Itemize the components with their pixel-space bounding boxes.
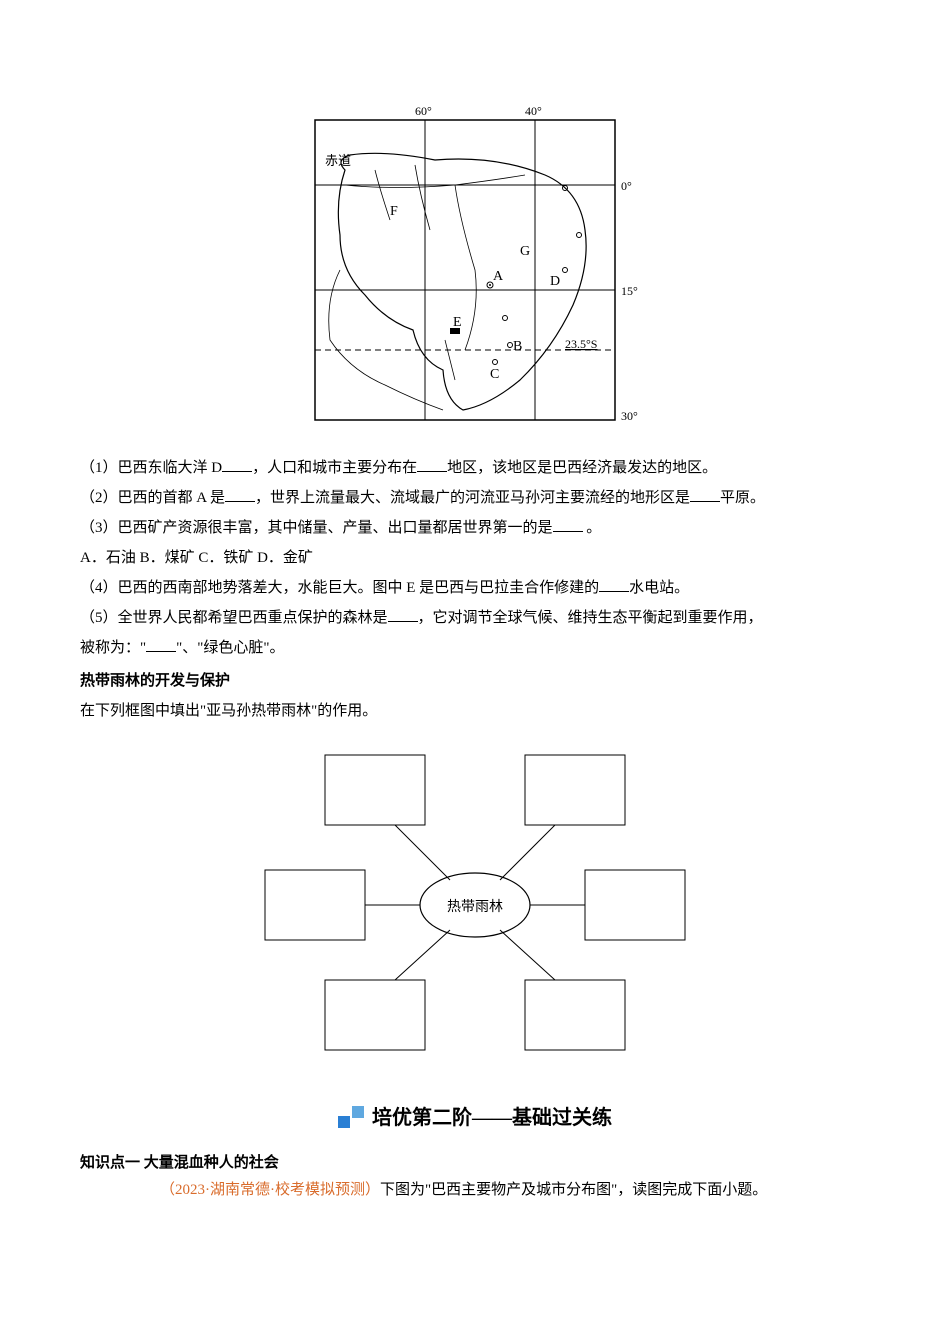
blank	[417, 457, 447, 472]
equator-label: 赤道	[325, 153, 351, 168]
q4-end: 水电站。	[629, 580, 689, 596]
point-D: D	[550, 274, 560, 289]
blank	[225, 487, 255, 502]
knowledge-heading: 知识点一 大量混血种人的社会	[80, 1150, 870, 1177]
question-3-choices: A．石油 B．煤矿 C．铁矿 D．金矿	[80, 545, 870, 572]
q1-end: 地区，该地区是巴西经济最发达的地区。	[447, 460, 717, 476]
point-G: G	[520, 244, 530, 259]
exam-line: （2023·湖南常德·校考模拟预测）下图为"巴西主要物产及城市分布图"，读图完成…	[80, 1177, 870, 1204]
lat-0: 0°	[621, 179, 632, 193]
q2-pre: （2）巴西的首都 A 是	[80, 490, 225, 506]
blank	[222, 457, 252, 472]
q5-mid1: ，它对调节全球气候、维持生态平衡起到重要作用，	[418, 610, 763, 626]
q2-mid1: ，世界上流量最大、流域最广的河流亚马孙河主要流经的地形区是	[255, 490, 690, 506]
blue-squares-icon	[338, 1106, 366, 1130]
section2-title: 培优第二阶——基础过关练	[338, 1100, 612, 1136]
lat-235: 23.5°S	[565, 337, 597, 351]
q5-l2-end: "、"绿色心脏"。	[176, 640, 284, 656]
point-C: C	[490, 367, 499, 382]
q3-pre: （3）巴西矿产资源很丰富，其中储量、产量、出口量都居世界第一的是	[80, 520, 553, 536]
point-F: F	[390, 204, 398, 219]
blank	[388, 607, 418, 622]
exam-rest: 下图为"巴西主要物产及城市分布图"，读图完成下面小题。	[380, 1182, 767, 1198]
point-B: B	[513, 339, 522, 354]
rainforest-diagram-container: 热带雨林	[80, 740, 870, 1070]
q1-mid1: ，人口和城市主要分布在	[252, 460, 417, 476]
lon-40: 40°	[525, 104, 542, 118]
brazil-map-container: 赤道 60° 40° 0° 15° 23.5°S 30° F G A D E B…	[80, 100, 870, 440]
question-5: （5）全世界人民都希望巴西重点保护的森林是 ，它对调节全球气候、维持生态平衡起到重…	[80, 605, 870, 632]
blank	[146, 637, 176, 652]
q2-end: 平原。	[720, 490, 765, 506]
question-1: （1）巴西东临大洋 D ，人口和城市主要分布在 地区，该地区是巴西经济最发达的地区。	[80, 455, 870, 482]
rainforest-heading: 热带雨林的开发与保护	[80, 668, 870, 695]
blank	[599, 577, 629, 592]
section2-title-row: 培优第二阶——基础过关练	[80, 1100, 870, 1140]
rainforest-subtext: 在下列框图中填出"亚马孙热带雨林"的作用。	[80, 698, 870, 725]
question-4: （4）巴西的西南部地势落差大，水能巨大。图中 E 是巴西与巴拉圭合作修建的 水电站…	[80, 575, 870, 602]
question-2: （2）巴西的首都 A 是 ，世界上流量最大、流域最广的河流亚马孙河主要流经的地形区…	[80, 485, 870, 512]
exam-source: （2023·湖南常德·校考模拟预测）	[160, 1182, 380, 1198]
blank	[553, 517, 583, 532]
lat-30: 30°	[621, 409, 638, 423]
lon-60: 60°	[415, 104, 432, 118]
blank	[690, 487, 720, 502]
q3-end: 。	[583, 520, 602, 536]
question-3: （3）巴西矿产资源很丰富，其中储量、产量、出口量都居世界第一的是 。	[80, 515, 870, 542]
q5-l2-pre: 被称为："	[80, 640, 146, 656]
point-A: A	[493, 269, 504, 284]
point-E: E	[453, 315, 462, 330]
section2-title-text: 培优第二阶——基础过关练	[372, 1100, 612, 1136]
q5-pre: （5）全世界人民都希望巴西重点保护的森林是	[80, 610, 388, 626]
question-5-line2: 被称为：" "、"绿色心脏"。	[80, 635, 870, 662]
q1-pre: （1）巴西东临大洋 D	[80, 460, 222, 476]
rainforest-diagram: 热带雨林	[235, 740, 715, 1060]
center-label: 热带雨林	[447, 899, 503, 915]
q4-pre: （4）巴西的西南部地势落差大，水能巨大。图中 E 是巴西与巴拉圭合作修建的	[80, 580, 599, 596]
brazil-map: 赤道 60° 40° 0° 15° 23.5°S 30° F G A D E B…	[295, 100, 655, 430]
lat-15: 15°	[621, 284, 638, 298]
